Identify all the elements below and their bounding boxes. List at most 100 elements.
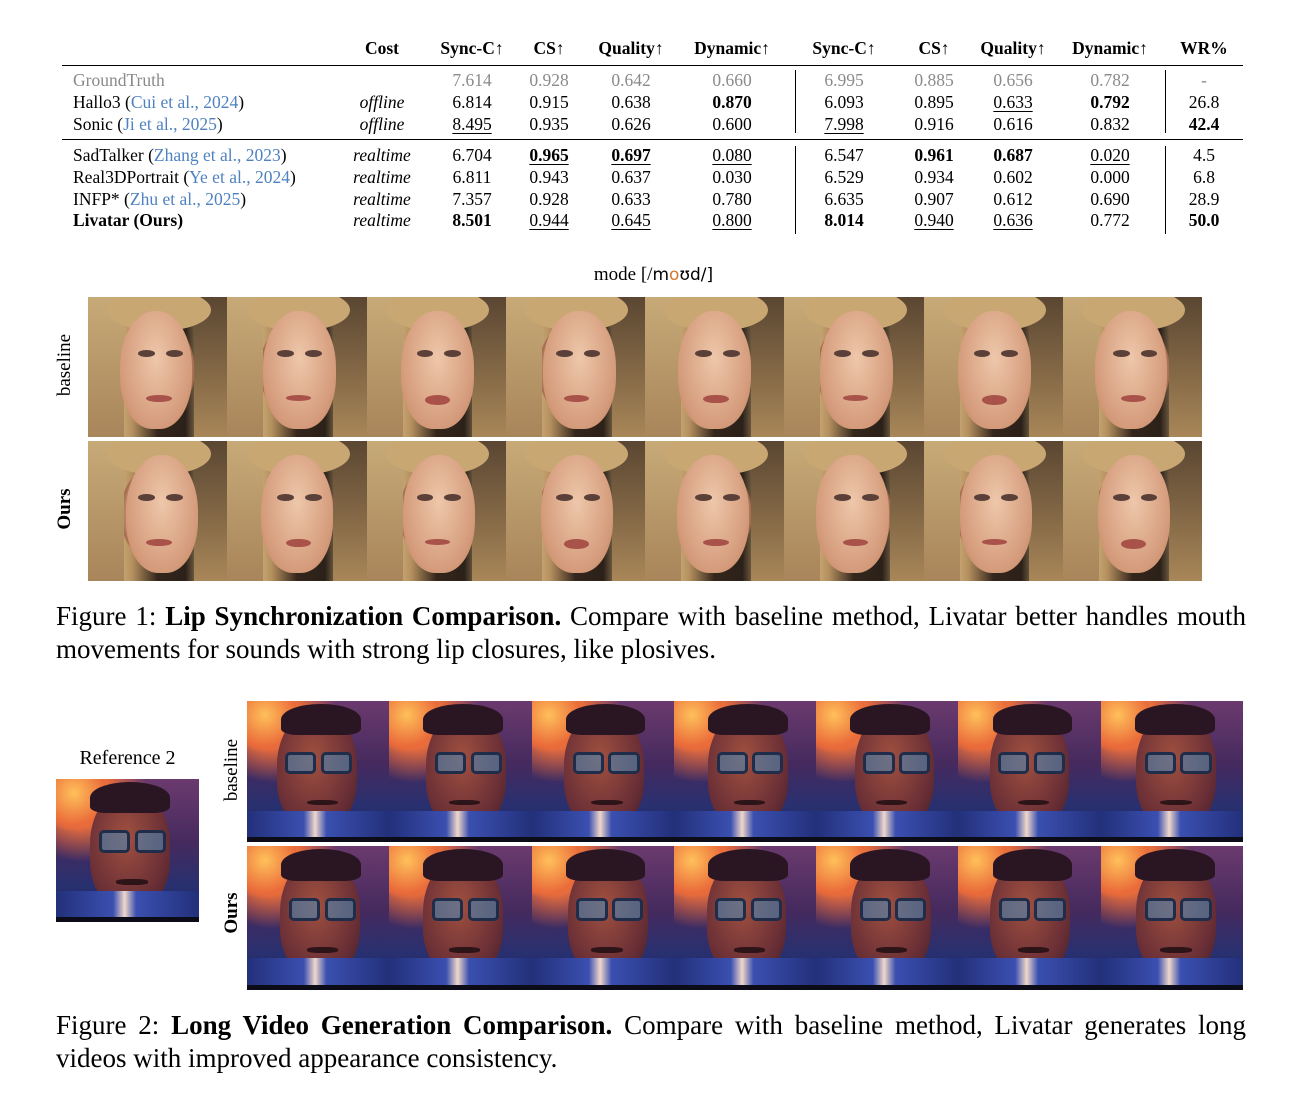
method-name: SadTalker (Zhang et al., 2023) bbox=[73, 145, 287, 166]
citation-link[interactable]: Zhang et al., 2023 bbox=[153, 145, 281, 165]
metric-cell: 0.660 bbox=[712, 70, 752, 90]
reference-label: Reference 2 bbox=[79, 747, 176, 769]
column-separator bbox=[795, 70, 796, 133]
metric-cell: 0.638 bbox=[611, 92, 651, 112]
figure1-caption-text: Compare with baseline method, Livatar be… bbox=[56, 601, 1246, 664]
figure1-caption-title: Lip Synchronization Comparison. bbox=[165, 601, 562, 631]
video-frame bbox=[923, 441, 1063, 581]
metric-cell: 0.656 bbox=[993, 70, 1033, 90]
metric-cell: 8.501 bbox=[452, 210, 492, 230]
citation-link[interactable]: Ji et al., 2025 bbox=[123, 114, 217, 134]
metric-cell: 6.8 bbox=[1193, 167, 1215, 187]
column-separator bbox=[1165, 146, 1166, 234]
metric-cell: 0.895 bbox=[914, 92, 954, 112]
phoneme-highlight: o bbox=[669, 265, 680, 285]
method-name: Hallo3 (Cui et al., 2024) bbox=[73, 92, 244, 113]
table-row: Real3DPortrait (Ye et al., 2024) realtime… bbox=[62, 167, 1243, 189]
metric-cell: 6.704 bbox=[452, 145, 492, 165]
metric-cell: 0.697 bbox=[611, 145, 651, 165]
video-frame bbox=[247, 846, 390, 990]
video-frame bbox=[366, 441, 506, 581]
fig1-row-label-ours: Ours bbox=[54, 488, 75, 530]
fig2-ours-strip bbox=[247, 846, 1243, 990]
video-frame bbox=[531, 701, 674, 842]
metric-cell: 0.636 bbox=[993, 210, 1033, 230]
table-header-cell: Sync-C↑ bbox=[812, 38, 876, 58]
video-frame bbox=[227, 441, 367, 581]
metric-cell: 6.811 bbox=[452, 167, 492, 187]
metric-cell: 26.8 bbox=[1188, 92, 1220, 112]
table-row: GroundTruth 7.614 0.928 0.642 0.660 6.995 0.88… bbox=[62, 70, 1243, 92]
metric-cell: 0.916 bbox=[914, 114, 954, 134]
metric-cell: 6.635 bbox=[824, 189, 864, 209]
metric-cell: 0.885 bbox=[914, 70, 954, 90]
video-frame bbox=[227, 297, 367, 437]
cost-cell: realtime bbox=[353, 189, 411, 209]
citation-close: ) bbox=[240, 189, 247, 209]
method-label: Real3DPortrait ( bbox=[73, 167, 190, 187]
method-name: GroundTruth bbox=[73, 70, 165, 91]
citation-link[interactable]: Zhu et al., 2025 bbox=[129, 189, 241, 209]
metric-cell: 0.080 bbox=[712, 145, 752, 165]
table-header-cell: Dynamic↑ bbox=[694, 38, 770, 58]
metric-cell: 0.940 bbox=[914, 210, 954, 230]
phoneme-word: mode [/ bbox=[593, 264, 653, 285]
cost-cell: offline bbox=[359, 92, 405, 112]
metric-cell: 8.014 bbox=[824, 210, 864, 230]
metric-cell: 0.780 bbox=[712, 189, 752, 209]
video-frame bbox=[784, 441, 924, 581]
metric-cell: 6.093 bbox=[824, 92, 864, 112]
metric-cell: 0.961 bbox=[914, 145, 954, 165]
metric-cell: 6.547 bbox=[824, 145, 864, 165]
column-separator bbox=[1165, 70, 1166, 133]
metric-cell: 0.782 bbox=[1090, 70, 1130, 90]
method-label: GroundTruth bbox=[73, 70, 165, 90]
method-name: Sonic (Ji et al., 2025) bbox=[73, 114, 223, 135]
table-header: Cost Sync-C↑ CS↑ Quality↑ Dynamic↑ Sync-C↑ CS↑… bbox=[62, 36, 1243, 64]
metric-cell: 7.998 bbox=[824, 114, 864, 134]
citation-close: ) bbox=[238, 92, 245, 112]
cost-cell: realtime bbox=[353, 210, 411, 230]
metric-cell: 0.690 bbox=[1090, 189, 1130, 209]
citation-link[interactable]: Cui et al., 2024 bbox=[130, 92, 239, 112]
figure2-caption-title: Long Video Generation Comparison. bbox=[171, 1010, 613, 1040]
metric-cell: 28.9 bbox=[1188, 189, 1220, 209]
method-label: Livatar (Ours) bbox=[73, 210, 184, 230]
phoneme-post: ʊd/] bbox=[679, 265, 714, 285]
table-header-cell: Dynamic↑ bbox=[1072, 38, 1148, 58]
table-header-cell: Quality↑ bbox=[980, 38, 1046, 58]
metric-cell: 0.965 bbox=[529, 145, 569, 165]
metric-cell: 0.943 bbox=[529, 167, 569, 187]
video-frame bbox=[958, 846, 1101, 990]
metric-cell: 0.612 bbox=[993, 189, 1033, 209]
reference-image bbox=[56, 779, 199, 922]
metric-cell: 0.020 bbox=[1090, 145, 1130, 165]
figure2-caption: Figure 2: Long Video Generation Comparis… bbox=[56, 1009, 1246, 1075]
metric-cell: 8.495 bbox=[452, 114, 492, 134]
table-row: Hallo3 (Cui et al., 2024) offline 6.814 0.9… bbox=[62, 92, 1243, 114]
table-row: SadTalker (Zhang et al., 2023) realtime 6.… bbox=[62, 145, 1243, 167]
method-label: Hallo3 ( bbox=[73, 92, 131, 112]
figure2-caption-text: Compare with baseline method, Livatar ge… bbox=[56, 1010, 1247, 1073]
video-frame bbox=[923, 297, 1063, 437]
metric-cell: 0.602 bbox=[993, 167, 1033, 187]
table-header-cell: Quality↑ bbox=[598, 38, 664, 58]
metric-cell: 0.633 bbox=[611, 189, 651, 209]
group-rule bbox=[62, 139, 1243, 140]
video-frame bbox=[505, 441, 645, 581]
metric-cell: 0.600 bbox=[712, 114, 752, 134]
table-header-cell: WR% bbox=[1180, 38, 1228, 58]
table-row: Sonic (Ji et al., 2025) offline 8.495 0.935… bbox=[62, 114, 1243, 136]
metric-cell: 0.928 bbox=[529, 189, 569, 209]
video-frame bbox=[531, 846, 674, 990]
metric-cell: 0.000 bbox=[1090, 167, 1130, 187]
citation-link[interactable]: Ye et al., 2024 bbox=[189, 167, 290, 187]
metric-cell: 0.637 bbox=[611, 167, 651, 187]
method-label: SadTalker ( bbox=[73, 145, 154, 165]
cost-cell: realtime bbox=[353, 167, 411, 187]
metric-cell: 0.934 bbox=[914, 167, 954, 187]
metric-cell: 0.645 bbox=[611, 210, 651, 230]
metric-cell: 0.616 bbox=[993, 114, 1033, 134]
method-name: INFP* (Zhu et al., 2025) bbox=[73, 189, 246, 210]
video-frame bbox=[784, 297, 924, 437]
